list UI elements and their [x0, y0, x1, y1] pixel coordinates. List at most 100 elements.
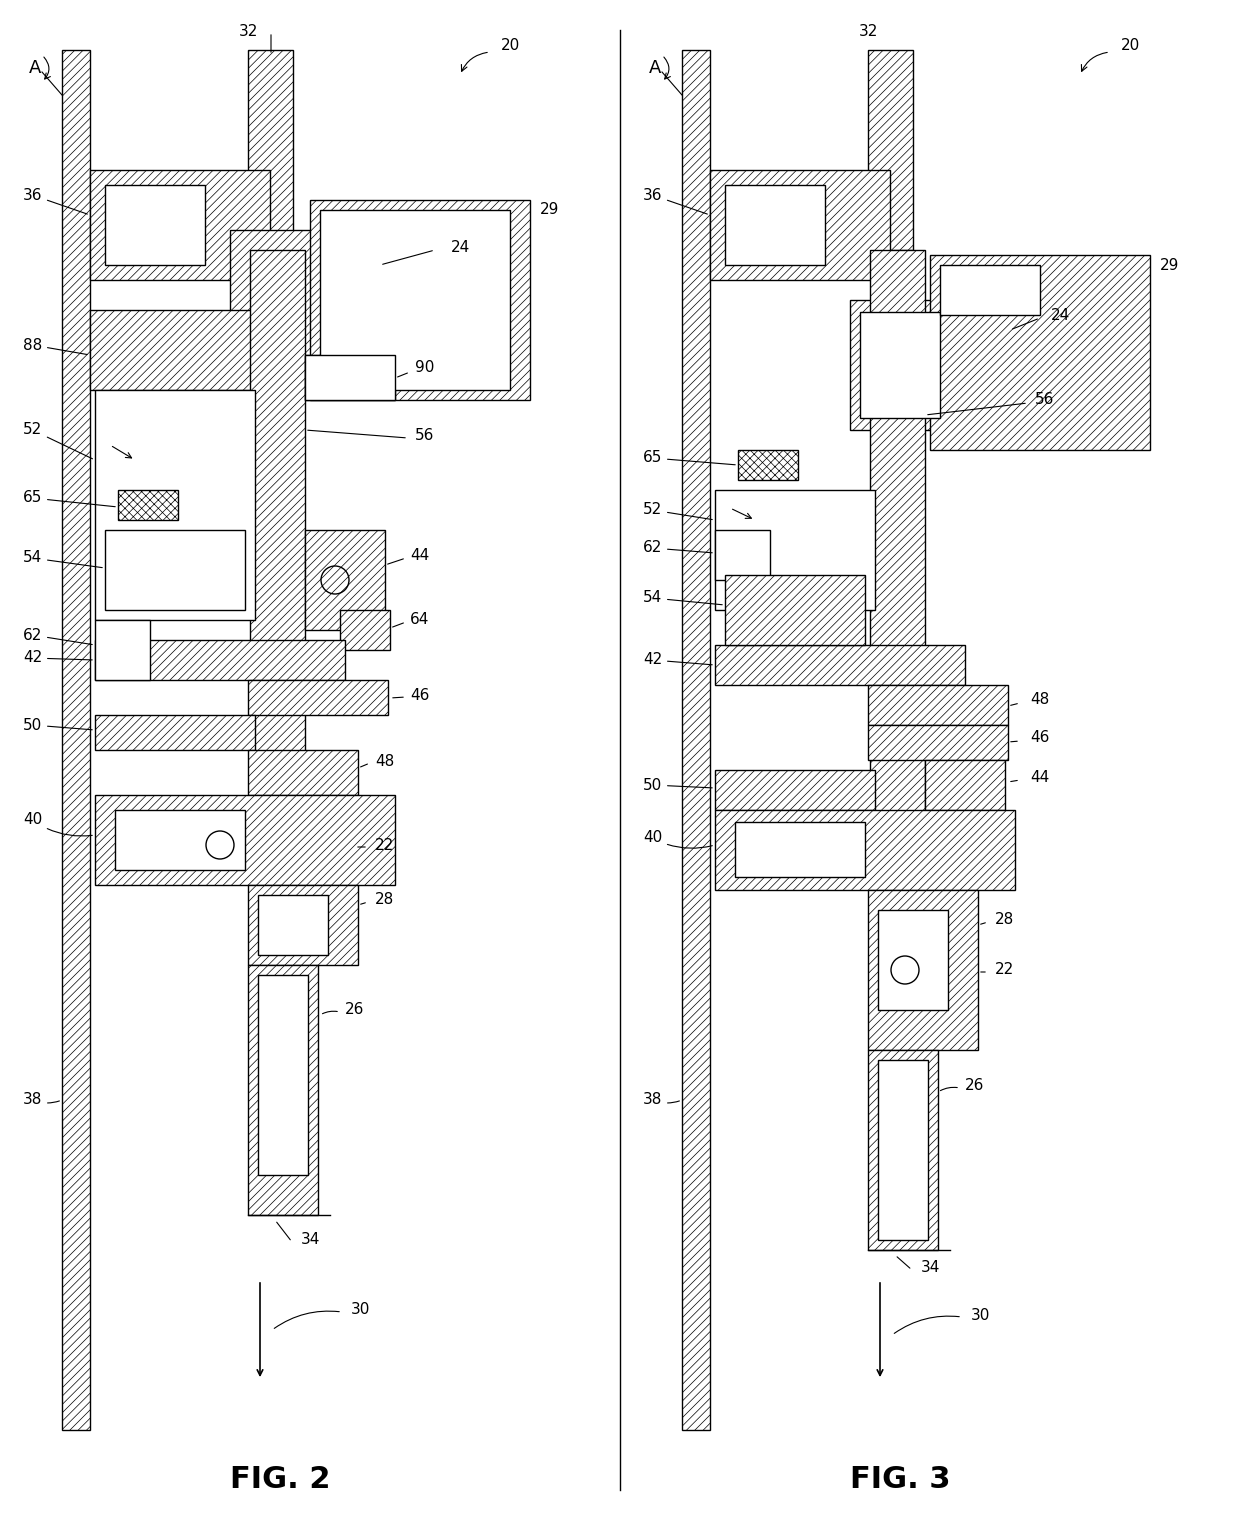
Text: 90: 90	[415, 360, 435, 376]
Text: FIG. 3: FIG. 3	[849, 1465, 950, 1494]
Bar	[105, 529, 246, 609]
Bar	[725, 185, 825, 265]
Text: 29: 29	[541, 203, 559, 217]
Bar	[248, 885, 358, 965]
Bar	[305, 356, 396, 400]
Bar	[682, 49, 711, 1430]
Text: 29: 29	[1161, 257, 1179, 272]
Text: A: A	[29, 58, 41, 77]
Bar	[95, 389, 255, 620]
Bar	[62, 49, 91, 1430]
Bar	[340, 609, 391, 649]
Bar	[95, 620, 150, 680]
Bar	[878, 910, 949, 1010]
Bar	[258, 976, 308, 1174]
Bar	[868, 725, 1008, 760]
Text: 32: 32	[858, 25, 878, 40]
Text: 28: 28	[376, 893, 394, 908]
Bar	[229, 229, 391, 365]
Text: 44: 44	[1030, 771, 1049, 785]
Bar	[91, 309, 290, 389]
Text: 30: 30	[351, 1302, 370, 1317]
Bar	[715, 489, 875, 609]
Text: 52: 52	[642, 503, 712, 520]
Text: 24: 24	[1050, 308, 1070, 323]
Bar	[735, 822, 866, 877]
Text: 20: 20	[1121, 37, 1140, 52]
Bar	[930, 255, 1149, 449]
Bar	[258, 896, 329, 956]
Text: 34: 34	[300, 1233, 320, 1248]
Text: 26: 26	[345, 1002, 365, 1017]
Bar	[868, 685, 1008, 725]
Bar	[715, 810, 1016, 890]
Text: 50: 50	[22, 717, 92, 733]
Bar	[310, 200, 529, 400]
Text: 62: 62	[22, 628, 92, 645]
Text: 54: 54	[22, 551, 102, 568]
Text: 88: 88	[22, 337, 87, 354]
Text: 52: 52	[22, 423, 93, 459]
Text: 20: 20	[501, 37, 520, 52]
Text: 50: 50	[642, 777, 712, 793]
Bar	[250, 249, 305, 850]
Text: 56: 56	[1035, 392, 1055, 408]
Text: 62: 62	[642, 540, 712, 556]
Bar	[715, 770, 875, 810]
Text: 36: 36	[22, 188, 87, 214]
Text: 36: 36	[642, 188, 707, 214]
Bar	[738, 449, 799, 480]
Bar	[861, 312, 940, 419]
Text: 48: 48	[1030, 693, 1049, 708]
Bar	[248, 49, 293, 249]
Text: 42: 42	[22, 651, 92, 665]
Text: 40: 40	[642, 831, 712, 848]
Bar	[868, 1050, 937, 1250]
Bar	[725, 576, 866, 645]
Text: FIG. 2: FIG. 2	[229, 1465, 330, 1494]
Bar	[940, 265, 1040, 315]
Bar	[305, 356, 396, 400]
Bar	[105, 185, 205, 265]
Bar	[95, 640, 345, 680]
Bar	[870, 249, 925, 850]
Text: 38: 38	[22, 1093, 60, 1108]
Text: 56: 56	[415, 428, 435, 443]
Text: 32: 32	[238, 25, 258, 40]
Text: 65: 65	[22, 491, 115, 506]
Bar	[878, 1060, 928, 1240]
Bar	[715, 645, 965, 685]
Text: 54: 54	[642, 591, 722, 605]
Bar	[711, 169, 890, 280]
Text: 28: 28	[996, 913, 1014, 928]
Text: A: A	[649, 58, 661, 77]
Bar	[91, 169, 270, 280]
Text: 42: 42	[642, 653, 712, 668]
Text: 30: 30	[971, 1308, 990, 1322]
Bar	[248, 680, 388, 716]
Text: 40: 40	[22, 813, 92, 836]
Text: 44: 44	[410, 548, 429, 562]
Bar	[715, 529, 770, 580]
Text: 34: 34	[920, 1260, 940, 1276]
Bar	[849, 300, 970, 429]
Text: 46: 46	[410, 688, 430, 702]
Bar	[115, 810, 246, 870]
Bar	[118, 489, 179, 520]
Text: 22: 22	[996, 962, 1014, 977]
Bar	[320, 209, 510, 389]
Bar	[248, 965, 317, 1214]
Bar	[95, 716, 255, 749]
Bar	[248, 749, 358, 796]
Text: 65: 65	[642, 451, 735, 465]
Text: 64: 64	[410, 613, 430, 628]
Text: 24: 24	[450, 240, 470, 255]
Text: 22: 22	[376, 837, 394, 853]
Text: 38: 38	[642, 1093, 680, 1108]
Text: 26: 26	[965, 1077, 985, 1093]
Bar	[868, 890, 978, 1050]
Text: 48: 48	[376, 754, 394, 770]
Bar	[868, 49, 913, 249]
Text: 46: 46	[1030, 731, 1050, 745]
Bar	[95, 796, 396, 885]
